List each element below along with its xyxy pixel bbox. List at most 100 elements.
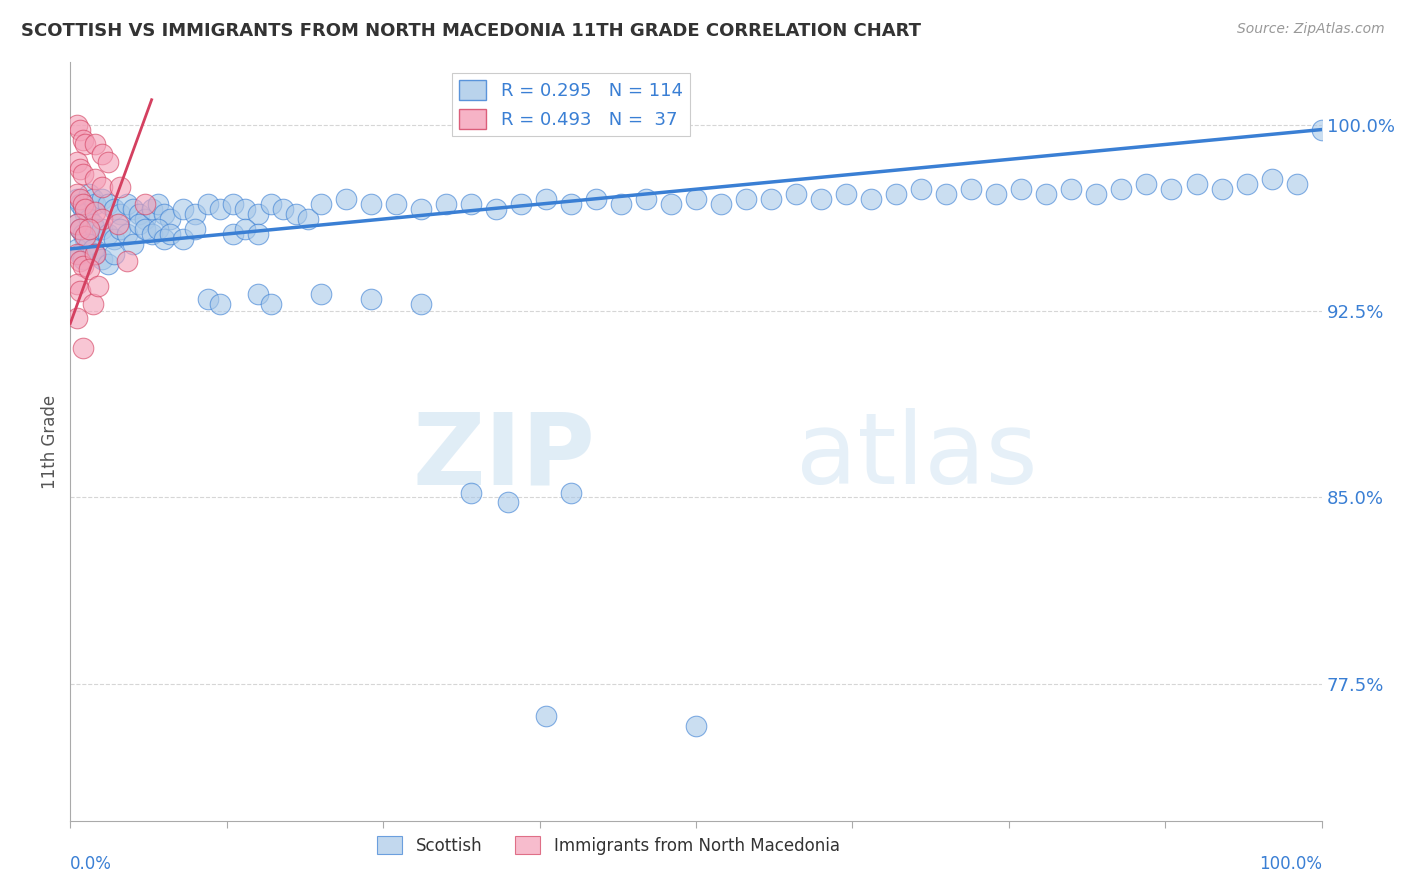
Point bbox=[75, 202, 97, 216]
Point bbox=[72, 260, 94, 274]
Point bbox=[72, 252, 94, 266]
Point bbox=[121, 236, 145, 251]
Point bbox=[90, 252, 112, 266]
Point bbox=[115, 254, 138, 268]
Point bbox=[247, 207, 270, 221]
Point bbox=[146, 197, 169, 211]
Point bbox=[1060, 182, 1083, 196]
Point bbox=[90, 192, 112, 206]
Point bbox=[710, 197, 733, 211]
Point bbox=[134, 222, 156, 236]
Point bbox=[141, 202, 163, 216]
Point bbox=[115, 227, 138, 241]
Point bbox=[87, 279, 110, 293]
Point bbox=[685, 719, 707, 733]
Text: ZIP: ZIP bbox=[413, 409, 596, 505]
Point bbox=[110, 207, 132, 221]
Point bbox=[197, 292, 219, 306]
Point bbox=[935, 187, 957, 202]
Point bbox=[103, 202, 125, 216]
Point bbox=[1211, 182, 1233, 196]
Point bbox=[1135, 178, 1157, 192]
Point bbox=[884, 187, 907, 202]
Point bbox=[297, 212, 319, 227]
Point bbox=[910, 182, 932, 196]
Point bbox=[184, 222, 207, 236]
Point bbox=[159, 227, 181, 241]
Point bbox=[785, 187, 807, 202]
Point bbox=[235, 202, 257, 216]
Point bbox=[735, 192, 758, 206]
Point bbox=[65, 187, 87, 202]
Point bbox=[82, 242, 104, 256]
Point bbox=[69, 192, 91, 206]
Point bbox=[209, 296, 232, 310]
Point bbox=[259, 197, 281, 211]
Point bbox=[960, 182, 983, 196]
Point bbox=[72, 197, 94, 211]
Text: 100.0%: 100.0% bbox=[1258, 855, 1322, 872]
Point bbox=[485, 202, 508, 216]
Point bbox=[84, 172, 107, 186]
Point bbox=[146, 222, 169, 236]
Point bbox=[271, 202, 294, 216]
Point bbox=[65, 192, 87, 206]
Point bbox=[222, 227, 245, 241]
Point bbox=[534, 709, 557, 723]
Point bbox=[610, 197, 633, 211]
Text: Source: ZipAtlas.com: Source: ZipAtlas.com bbox=[1237, 22, 1385, 37]
Point bbox=[509, 197, 531, 211]
Point bbox=[235, 222, 257, 236]
Point bbox=[259, 296, 281, 310]
Point bbox=[247, 286, 270, 301]
Point bbox=[82, 296, 104, 310]
Point bbox=[65, 217, 87, 231]
Point bbox=[65, 247, 87, 261]
Point bbox=[1035, 187, 1057, 202]
Point bbox=[110, 222, 132, 236]
Point bbox=[128, 207, 150, 221]
Point bbox=[69, 122, 91, 136]
Point bbox=[75, 229, 97, 244]
Point bbox=[75, 232, 97, 246]
Point bbox=[69, 222, 91, 236]
Point bbox=[65, 277, 87, 291]
Point bbox=[82, 217, 104, 231]
Point bbox=[1236, 178, 1258, 192]
Point bbox=[84, 247, 107, 261]
Point bbox=[75, 207, 97, 221]
Point bbox=[97, 257, 120, 271]
Point bbox=[835, 187, 858, 202]
Point bbox=[82, 192, 104, 206]
Point bbox=[1260, 172, 1282, 186]
Point bbox=[103, 247, 125, 261]
Point bbox=[434, 197, 457, 211]
Point bbox=[1010, 182, 1032, 196]
Point bbox=[72, 132, 94, 146]
Point bbox=[90, 179, 112, 194]
Point bbox=[72, 202, 94, 216]
Point bbox=[634, 192, 657, 206]
Point bbox=[69, 162, 91, 177]
Point bbox=[97, 197, 120, 211]
Point bbox=[115, 197, 138, 211]
Point bbox=[77, 261, 100, 276]
Point bbox=[90, 212, 112, 227]
Point bbox=[153, 232, 176, 246]
Point bbox=[384, 197, 406, 211]
Point bbox=[159, 212, 181, 227]
Point bbox=[97, 227, 120, 241]
Point bbox=[65, 154, 87, 169]
Point bbox=[72, 341, 94, 355]
Point bbox=[121, 202, 145, 216]
Point bbox=[72, 167, 94, 181]
Point bbox=[69, 197, 91, 211]
Point bbox=[309, 286, 332, 301]
Point bbox=[1285, 178, 1308, 192]
Point bbox=[110, 179, 132, 194]
Point bbox=[65, 242, 87, 256]
Point bbox=[75, 137, 97, 152]
Point bbox=[90, 222, 112, 236]
Point bbox=[360, 197, 382, 211]
Text: SCOTTISH VS IMMIGRANTS FROM NORTH MACEDONIA 11TH GRADE CORRELATION CHART: SCOTTISH VS IMMIGRANTS FROM NORTH MACEDO… bbox=[21, 22, 921, 40]
